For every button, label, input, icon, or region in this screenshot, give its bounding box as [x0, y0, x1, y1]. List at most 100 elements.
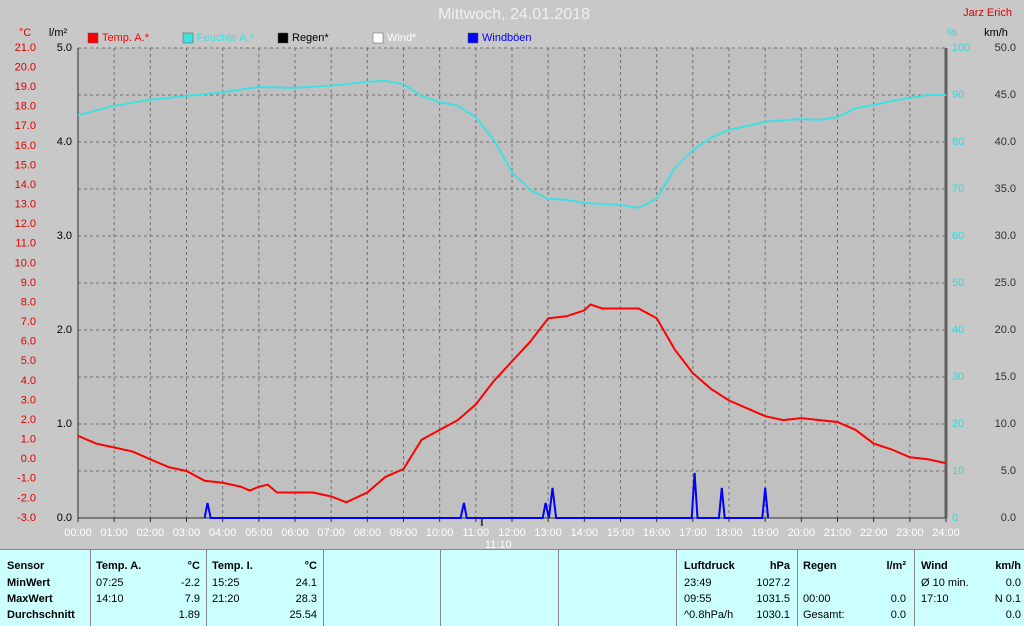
table-cell: 15:25 [212, 577, 240, 589]
y-tick-label: 21.0 [15, 42, 36, 54]
x-tick-label: 24:00 [932, 527, 960, 539]
x-tick-label: 14:00 [571, 527, 599, 539]
table-cell: 7.9 [184, 593, 200, 605]
table-separator [206, 550, 207, 626]
table-cell: Ø 10 min. [921, 577, 969, 589]
table-separator [676, 550, 677, 626]
legend-swatch [372, 32, 384, 44]
table-cell: 25.54 [289, 609, 317, 621]
y2-tick-label: 60 [952, 230, 964, 242]
table-separator [90, 550, 91, 626]
y2-tick-label: 40 [952, 324, 964, 336]
x-tick-label: 18:00 [715, 527, 743, 539]
x-tick-label: 08:00 [354, 527, 382, 539]
y-tick-label: 15.0 [15, 159, 36, 171]
x-tick-label: 19:00 [751, 527, 779, 539]
y-tick-label: 17.0 [15, 120, 36, 132]
table-cell: 14:10 [96, 593, 124, 605]
y-tick-label: 14.0 [15, 179, 36, 191]
table-cell: 0.0 [890, 609, 906, 621]
y2-tick-label: 70 [952, 183, 964, 195]
x-tick-label: 21:00 [824, 527, 852, 539]
y4-tick-label: 35.0 [995, 183, 1016, 195]
x-tick-label: 09:00 [390, 527, 418, 539]
x-tick-label: 23:00 [896, 527, 924, 539]
table-cell: 1030.1 [756, 609, 790, 621]
y-tick-label: 20.0 [15, 61, 36, 73]
x-tick-label: 03:00 [173, 527, 201, 539]
author: Jarz Erich [963, 7, 1012, 19]
y3-tick-label: 5.0 [57, 42, 72, 54]
y3-tick-label: 1.0 [57, 418, 72, 430]
table-separator [558, 550, 559, 626]
table-cell: 17:10 [921, 593, 949, 605]
x-tick-label: 01:00 [100, 527, 128, 539]
chart: Mittwoch, 24.01.2018 Jarz Erich °C l/m² … [15, 6, 1016, 551]
y2-tick-label: 10 [952, 465, 964, 477]
x-tick-label: 02:00 [137, 527, 165, 539]
x-tick-label: 15:00 [607, 527, 635, 539]
y-tick-label: 0.0 [21, 453, 36, 465]
table-cell: 00:00 [803, 593, 831, 605]
y3-tick-label: 2.0 [57, 324, 72, 336]
y-tick-label: 16.0 [15, 140, 36, 152]
y-tick-label: 12.0 [15, 218, 36, 230]
y2-axis-label: % [947, 27, 957, 39]
y2-tick-label: 30 [952, 371, 964, 383]
table-separator [440, 550, 441, 626]
table-separator [914, 550, 915, 626]
y-tick-label: 4.0 [21, 375, 36, 387]
legend-label: Feuchte A.* [197, 32, 255, 44]
y-tick-label: -1.0 [17, 473, 36, 485]
y2-tick-label: 20 [952, 418, 964, 430]
y-tick-label: -2.0 [17, 492, 36, 504]
y4-axis-label: km/h [984, 27, 1008, 39]
table-cell: 0.0 [1005, 609, 1021, 621]
table-cell: Sensor [7, 560, 45, 572]
x-tick-label: 16:00 [643, 527, 671, 539]
table-cell: 1027.2 [756, 577, 790, 589]
y-tick-label: 1.0 [21, 434, 36, 446]
table-cell: 24.1 [295, 577, 317, 589]
chart-title: Mittwoch, 24.01.2018 [438, 6, 590, 23]
y-tick-label: 7.0 [21, 316, 36, 328]
table-cell: °C [187, 560, 200, 572]
y3-tick-label: 4.0 [57, 136, 72, 148]
table-cell: 09:55 [684, 593, 712, 605]
y-tick-label: 6.0 [21, 336, 36, 348]
y2-tick-label: 90 [952, 89, 964, 101]
y4-tick-label: 45.0 [995, 89, 1016, 101]
y4-tick-label: 5.0 [1001, 465, 1016, 477]
series-line [77, 79, 946, 209]
table-cell: °C [304, 560, 317, 572]
x-tick-label: 04:00 [209, 527, 237, 539]
y-tick-label: 8.0 [21, 296, 36, 308]
table-cell: MaxWert [7, 593, 53, 605]
y4-tick-label: 50.0 [995, 42, 1016, 54]
y-tick-label: 19.0 [15, 81, 36, 93]
table-cell: 1031.5 [756, 593, 790, 605]
x-tick-label: 00:00 [64, 527, 92, 539]
series-line [77, 303, 947, 504]
legend-swatch [277, 32, 289, 44]
table-cell: 28.3 [295, 593, 317, 605]
y3-axis-label: l/m² [49, 27, 68, 39]
y-tick-label: -3.0 [17, 512, 36, 524]
table-cell: km/h [995, 560, 1021, 572]
table-cell: 0.0 [1005, 577, 1021, 589]
y4-tick-label: 0.0 [1001, 512, 1016, 524]
table-separator [797, 550, 798, 626]
x-tick-label: 17:00 [679, 527, 707, 539]
table-cell: l/m² [886, 560, 906, 572]
table-cell: Luftdruck [684, 560, 735, 572]
table-cell: 23:49 [684, 577, 712, 589]
legend-label: Regen* [292, 32, 329, 44]
y4-tick-label: 10.0 [995, 418, 1016, 430]
y4-tick-label: 25.0 [995, 277, 1016, 289]
y2-tick-label: 100 [952, 42, 970, 54]
legend-label: Wind* [387, 32, 417, 44]
table-cell: 07:25 [96, 577, 124, 589]
y-tick-label: 2.0 [21, 414, 36, 426]
table-cell: Gesamt: [803, 609, 845, 621]
